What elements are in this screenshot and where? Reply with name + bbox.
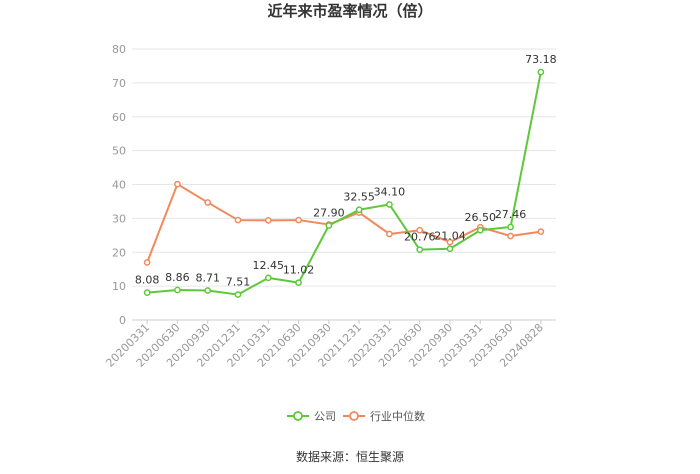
company-data-label: 32.55 [343,191,375,204]
company-data-point[interactable] [446,245,454,253]
industry-median-data-point[interactable] [295,216,302,224]
legend-marker-icon [293,411,303,421]
company-data-point[interactable] [355,206,363,214]
y-tick-label: 50 [112,145,126,158]
company-data-label: 34.10 [374,185,406,198]
company-data-label: 21.04 [434,230,466,243]
company-data-point[interactable] [416,246,424,254]
industry-median-data-point[interactable] [264,217,272,224]
industry-median-data-point[interactable] [386,230,393,238]
y-tick-label: 80 [112,43,126,56]
company-data-label: 12.45 [253,259,285,272]
company-data-label: 26.50 [465,211,497,224]
company-data-label: 20.76 [404,231,436,244]
grid-layer [132,48,556,287]
source-note: 数据来源：恒生聚源 [296,449,404,464]
company-data-label: 8.86 [165,271,190,284]
company-data-point[interactable] [537,68,545,76]
y-tick-label: 0 [119,314,126,327]
industry-median-data-point[interactable] [174,180,181,188]
company-data-label: 7.51 [226,276,251,289]
chart-title: 近年来市盈率情况（倍） [267,2,432,20]
series-layer [143,68,545,298]
company-data-point[interactable] [325,222,333,229]
company-data-label: 27.90 [313,206,345,219]
industry-median-data-point[interactable] [143,259,151,266]
company-series-line [147,71,542,296]
industry-median-data-point[interactable] [204,199,212,206]
company-data-point[interactable] [476,226,484,234]
company-data-point[interactable] [295,279,302,287]
company-data-label: 27.46 [495,208,527,221]
legend[interactable]: 公司 行业中位数 [287,409,425,423]
legend-marker-icon [349,411,359,421]
y-tick-label: 70 [112,77,126,90]
legend-label: 公司 [314,410,336,423]
y-tick-label: 10 [112,280,126,293]
company-data-point[interactable] [174,286,181,294]
company-data-point[interactable] [204,287,212,294]
y-tick-label: 60 [112,111,126,124]
company-data-point[interactable] [264,274,272,282]
y-tick-label: 30 [112,212,126,225]
industry-median-data-point[interactable] [537,228,545,235]
company-data-label: 8.71 [195,271,220,284]
industry-median-data-point[interactable] [507,232,514,240]
company-data-label: 11.02 [283,264,315,277]
legend-item-industry-median[interactable]: 行业中位数 [343,409,425,423]
y-tick-label: 40 [112,179,126,192]
legend-item-company[interactable]: 公司 [287,410,336,423]
legend-label: 行业中位数 [370,409,425,423]
company-data-label: 73.18 [525,53,557,66]
industry-median-data-point[interactable] [234,216,242,224]
company-data-point[interactable] [386,201,393,208]
company-data-point[interactable] [143,289,151,296]
company-data-point[interactable] [507,223,514,231]
company-data-label: 8.08 [135,274,160,287]
company-data-point[interactable] [234,291,242,298]
industry-median-data-point[interactable] [446,238,454,246]
industry-median-data-point[interactable] [416,226,424,234]
y-tick-label: 20 [112,246,126,259]
